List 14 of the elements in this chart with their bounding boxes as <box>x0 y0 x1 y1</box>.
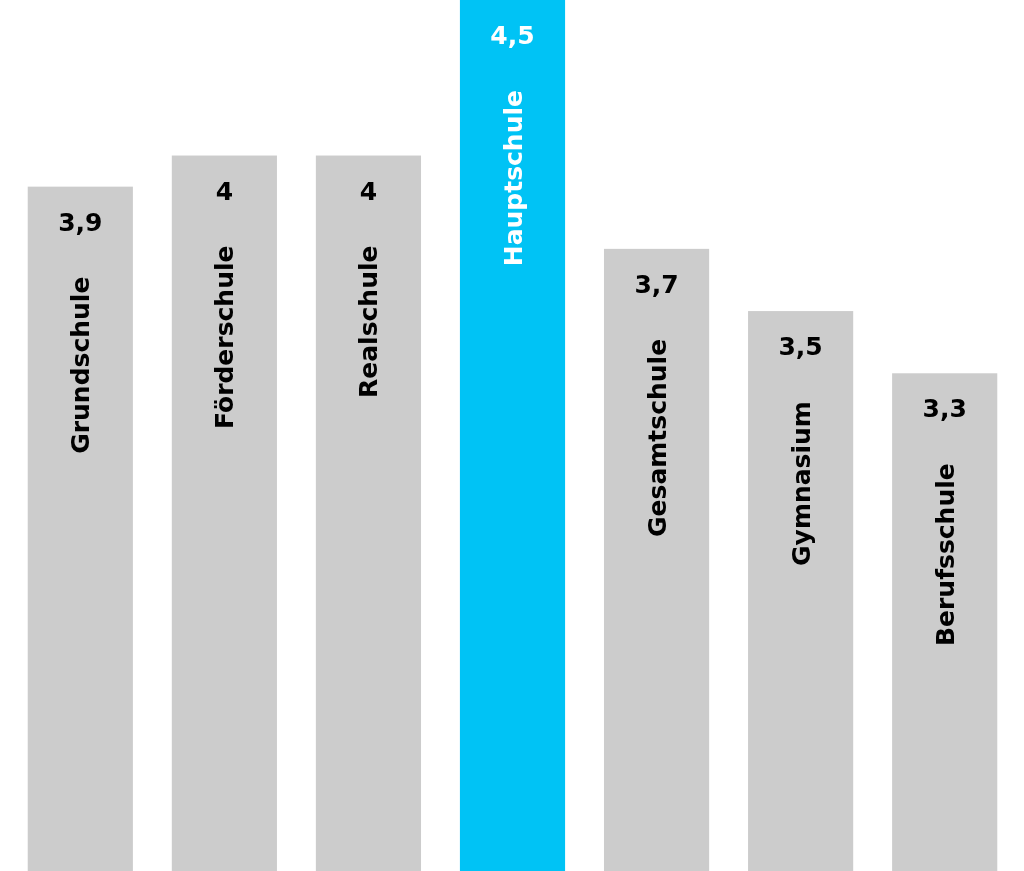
x-tick-label: Förderschule <box>210 245 240 430</box>
data-label: 3,9 <box>58 207 103 237</box>
x-tick-label: Realschule <box>354 245 384 398</box>
x-tick-label: Berufsschule <box>930 463 960 646</box>
data-label: 4,5 <box>490 21 535 50</box>
data-label: 3,5 <box>778 332 823 362</box>
x-tick-label: Gesamtschule <box>642 338 672 537</box>
data-label: 3,3 <box>922 394 967 424</box>
data-label: 4 <box>215 176 234 206</box>
x-tick-label: Gymnasium <box>786 401 816 566</box>
data-label: 4 <box>359 176 378 206</box>
x-tick-label: Grundschule <box>66 276 96 454</box>
data-label: 3,7 <box>634 269 679 299</box>
x-tick-label: Hauptschule <box>498 90 528 267</box>
